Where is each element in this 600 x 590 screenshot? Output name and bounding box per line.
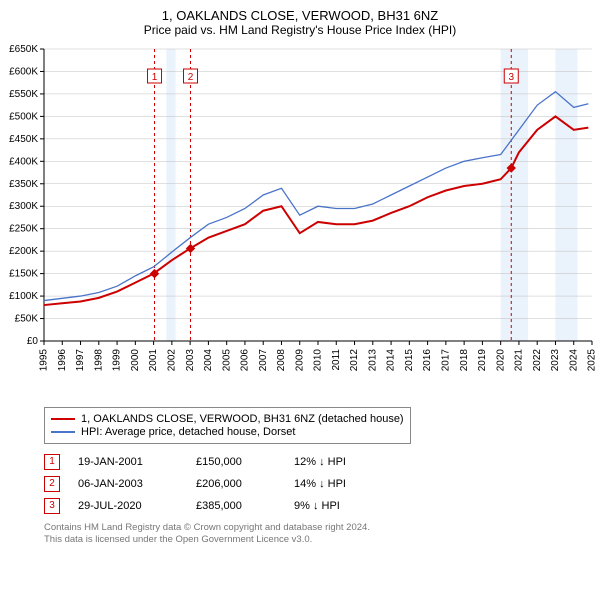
svg-text:£200K: £200K <box>9 246 38 257</box>
svg-text:2022: 2022 <box>532 349 543 372</box>
footer-line2: This data is licensed under the Open Gov… <box>44 534 600 546</box>
svg-text:£650K: £650K <box>9 44 38 55</box>
svg-text:2018: 2018 <box>459 349 470 372</box>
svg-text:£50K: £50K <box>15 314 39 325</box>
event-date: 29-JUL-2020 <box>78 500 178 512</box>
svg-text:£0: £0 <box>27 336 39 347</box>
svg-text:1998: 1998 <box>93 349 104 372</box>
svg-text:1: 1 <box>152 72 158 83</box>
svg-text:2008: 2008 <box>276 349 287 372</box>
svg-text:2019: 2019 <box>477 349 488 372</box>
line-chart: £0 £50K £100K £150K £200K £250K £300K £350K £400… <box>0 41 600 401</box>
svg-text:£150K: £150K <box>9 269 38 280</box>
svg-text:2017: 2017 <box>441 349 452 372</box>
svg-text:2007: 2007 <box>258 349 269 372</box>
legend-row: 1, OAKLANDS CLOSE, VERWOOD, BH31 6NZ (de… <box>51 413 404 425</box>
legend-swatch <box>51 418 75 420</box>
event-date: 19-JAN-2001 <box>78 456 178 468</box>
svg-text:2005: 2005 <box>221 349 232 372</box>
chart-area: £0 £50K £100K £150K £200K £250K £300K £350K £400… <box>0 41 600 401</box>
svg-text:£450K: £450K <box>9 134 38 145</box>
svg-text:£100K: £100K <box>9 291 38 302</box>
event-price: £385,000 <box>196 500 276 512</box>
event-date: 06-JAN-2003 <box>78 478 178 490</box>
svg-text:3: 3 <box>508 72 514 83</box>
svg-text:£300K: £300K <box>9 201 38 212</box>
sale-events: 1 19-JAN-2001 £150,000 12% ↓ HPI 2 06-JAN-200… <box>44 454 600 514</box>
event-marker: 3 <box>44 498 60 514</box>
event-marker: 2 <box>44 476 60 492</box>
svg-text:£600K: £600K <box>9 66 38 77</box>
svg-text:1997: 1997 <box>75 349 86 372</box>
svg-text:2010: 2010 <box>313 349 324 372</box>
svg-text:2011: 2011 <box>331 349 342 371</box>
svg-text:2004: 2004 <box>203 349 214 372</box>
svg-text:2000: 2000 <box>130 349 141 372</box>
svg-text:£550K: £550K <box>9 89 38 100</box>
footer-attribution: Contains HM Land Registry data © Crown c… <box>44 522 600 555</box>
svg-text:2021: 2021 <box>514 349 525 372</box>
svg-text:2002: 2002 <box>167 349 178 372</box>
svg-text:2024: 2024 <box>568 349 579 372</box>
event-price: £206,000 <box>196 478 276 490</box>
svg-text:1995: 1995 <box>39 349 50 372</box>
svg-text:2023: 2023 <box>550 349 561 372</box>
svg-text:2025: 2025 <box>587 349 598 372</box>
svg-text:2001: 2001 <box>148 349 159 372</box>
svg-text:2003: 2003 <box>185 349 196 372</box>
svg-text:2006: 2006 <box>240 349 251 372</box>
svg-text:2015: 2015 <box>404 349 415 372</box>
event-delta: 14% ↓ HPI <box>294 478 384 490</box>
svg-text:£250K: £250K <box>9 224 38 235</box>
footer-line1: Contains HM Land Registry data © Crown c… <box>44 522 600 534</box>
event-price: £150,000 <box>196 456 276 468</box>
svg-text:2009: 2009 <box>294 349 305 372</box>
chart-title: 1, OAKLANDS CLOSE, VERWOOD, BH31 6NZ <box>0 0 600 23</box>
svg-text:2016: 2016 <box>422 349 433 372</box>
svg-text:2020: 2020 <box>495 349 506 372</box>
legend-row: HPI: Average price, detached house, Dors… <box>51 426 404 438</box>
svg-text:£400K: £400K <box>9 156 38 167</box>
legend: 1, OAKLANDS CLOSE, VERWOOD, BH31 6NZ (de… <box>44 407 411 444</box>
legend-label: 1, OAKLANDS CLOSE, VERWOOD, BH31 6NZ (de… <box>81 413 404 425</box>
svg-text:2014: 2014 <box>386 349 397 372</box>
chart-subtitle: Price paid vs. HM Land Registry's House … <box>0 23 600 41</box>
svg-text:£350K: £350K <box>9 179 38 190</box>
svg-text:2012: 2012 <box>349 349 360 372</box>
svg-text:2013: 2013 <box>367 349 378 372</box>
legend-swatch <box>51 431 75 433</box>
svg-text:1996: 1996 <box>57 349 68 372</box>
event-delta: 9% ↓ HPI <box>294 500 384 512</box>
legend-label: HPI: Average price, detached house, Dors… <box>81 426 295 438</box>
event-row: 3 29-JUL-2020 £385,000 9% ↓ HPI <box>44 498 600 514</box>
event-row: 1 19-JAN-2001 £150,000 12% ↓ HPI <box>44 454 600 470</box>
svg-text:2: 2 <box>188 72 194 83</box>
svg-text:£500K: £500K <box>9 111 38 122</box>
event-delta: 12% ↓ HPI <box>294 456 384 468</box>
svg-text:1999: 1999 <box>112 349 123 372</box>
event-marker: 1 <box>44 454 60 470</box>
event-row: 2 06-JAN-2003 £206,000 14% ↓ HPI <box>44 476 600 492</box>
